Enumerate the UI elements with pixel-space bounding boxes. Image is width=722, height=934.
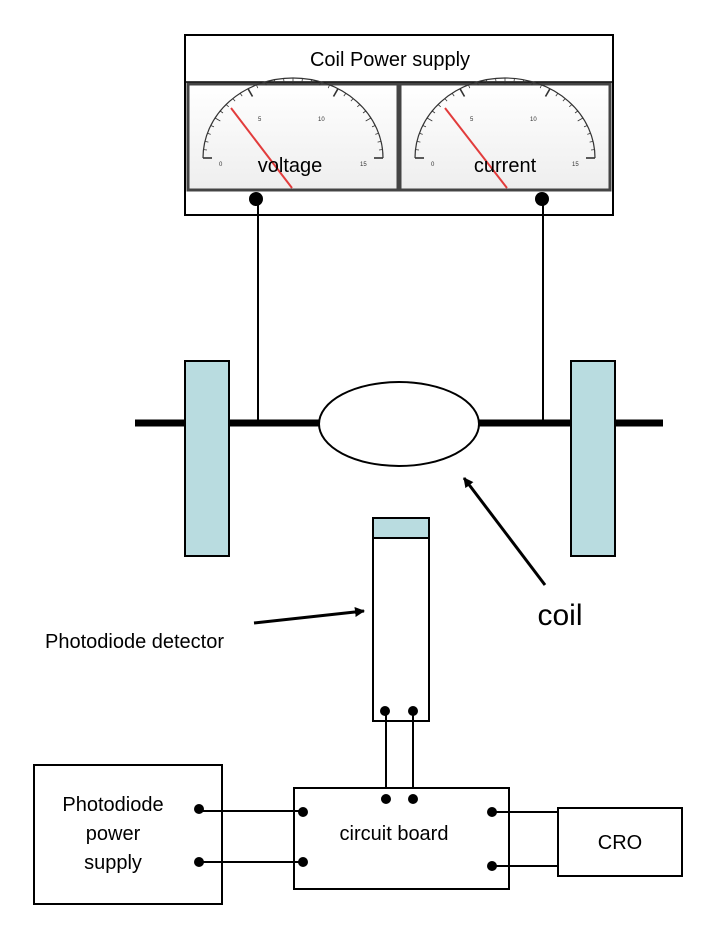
current-meter-tick: [562, 98, 566, 102]
current-meter-tick: [419, 132, 423, 135]
current-meter-tick: [531, 81, 534, 86]
current-meter-tick: [451, 93, 455, 97]
photodiode-power-supply-label: power: [86, 823, 141, 845]
current-meter-tick: [459, 88, 466, 97]
voltage-meter-tick: [332, 88, 339, 97]
current-tick-label: 5: [470, 117, 474, 123]
voltage-meter-tick: [210, 125, 215, 128]
voltage-meter: 0 5 10 15 voltage: [186, 77, 400, 192]
current-meter-frame: [398, 82, 612, 192]
left-magnet-pole: [184, 360, 230, 557]
circuit-board-terminal: [408, 794, 418, 804]
voltage-tick-label: 10: [318, 117, 325, 123]
current-meter-tick: [577, 117, 584, 122]
voltage-tick-label: 15: [360, 162, 367, 168]
right-magnet-pole: [570, 360, 616, 557]
voltage-meter-ticks: [203, 78, 383, 159]
voltage-meter-tick: [264, 81, 267, 86]
current-meter-tick: [426, 117, 433, 122]
cro: CRO: [557, 807, 683, 877]
voltage-meter-tick: [232, 98, 236, 102]
cro-label: CRO: [598, 832, 642, 854]
photodiode-detector: [372, 517, 430, 722]
current-meter-tick: [587, 132, 591, 135]
current-meter-tick: [589, 141, 594, 143]
current-meter-needle: [444, 107, 508, 189]
voltage-meter-tick: [256, 84, 259, 89]
voltage-meter-tick: [327, 84, 330, 89]
power-supply-terminal: [194, 804, 204, 814]
coil: [318, 381, 480, 467]
current-meter-tick: [522, 79, 525, 84]
cro-box: [557, 807, 683, 877]
photodiode-power-supply-label: supply: [84, 852, 142, 874]
current-label: current: [474, 155, 537, 177]
voltage-meter-tick: [207, 132, 211, 135]
photodiode-window: [372, 517, 430, 539]
current-meter-tick: [444, 98, 448, 102]
voltage-meter-tick: [343, 93, 347, 97]
voltage-meter-tick: [371, 125, 376, 128]
current-meter-tick: [416, 141, 421, 143]
voltage-terminal: [249, 192, 263, 206]
voltage-meter-tick: [239, 93, 243, 97]
voltage-meter-tick: [350, 98, 354, 102]
circuit-board: circuit board: [293, 787, 510, 890]
current-meter-tick: [539, 84, 542, 89]
voltage-meter-tick: [214, 117, 221, 122]
photodiode-power-supply: Photodiode power supply: [33, 764, 223, 905]
voltage-tick-label: 0: [219, 162, 223, 168]
coil-arrow: [462, 477, 547, 586]
current-meter-tick: [544, 88, 551, 97]
voltage-meter-frame: [186, 82, 400, 192]
coil-power-supply-title: Coil Power supply: [310, 49, 470, 71]
current-meter-tick: [431, 110, 436, 114]
voltage-meter-tick: [204, 141, 209, 143]
voltage-meter-tick: [225, 104, 229, 108]
current-meter-tick: [437, 104, 441, 108]
voltage-tick-label: 5: [258, 117, 262, 123]
voltage-meter-tick: [310, 79, 313, 84]
circuit-board-label: circuit board: [340, 823, 449, 845]
circuit-board-terminal: [381, 794, 391, 804]
current-meter-tick: [485, 79, 488, 84]
voltage-meter-tick: [362, 110, 367, 114]
voltage-meter-tick: [319, 81, 322, 86]
current-meter-tick: [583, 125, 588, 128]
current-meter-tick: [574, 110, 579, 114]
current-meter-tick: [468, 84, 471, 89]
current-terminal: [535, 192, 549, 206]
circuit-board-box: [293, 787, 510, 890]
voltage-label: voltage: [258, 155, 323, 177]
photodiode-detector-body: [372, 537, 430, 722]
voltage-meter-tick: [219, 110, 224, 114]
voltage-meter-tick: [247, 88, 254, 97]
voltage-meter-tick: [273, 79, 276, 84]
coil-power-supply: Coil Power supply 0 5 10 15 voltage 0 5 …: [184, 34, 614, 216]
current-tick-label: 0: [431, 162, 435, 168]
voltage-meter-tick: [377, 141, 382, 143]
detector-arrow: [253, 607, 365, 625]
photodiode-power-supply-label: Photodiode: [62, 794, 163, 816]
current-meter-tick: [422, 125, 427, 128]
voltage-meter-tick: [357, 104, 361, 108]
coil-label: coil: [537, 599, 582, 632]
current-meter: 0 5 10 15 current: [398, 77, 612, 192]
voltage-meter-tick: [375, 132, 379, 135]
current-meter-tick: [569, 104, 573, 108]
current-meter-tick: [476, 81, 479, 86]
photodiode-power-supply-box: [33, 764, 223, 905]
current-tick-label: 15: [572, 162, 579, 168]
voltage-meter-tick: [365, 117, 372, 122]
voltage-meter-needle: [230, 107, 293, 189]
current-meter-ticks: [415, 78, 595, 159]
current-tick-label: 10: [530, 117, 537, 123]
photodiode-detector-label: Photodiode detector: [45, 631, 224, 653]
current-meter-tick: [555, 93, 559, 97]
